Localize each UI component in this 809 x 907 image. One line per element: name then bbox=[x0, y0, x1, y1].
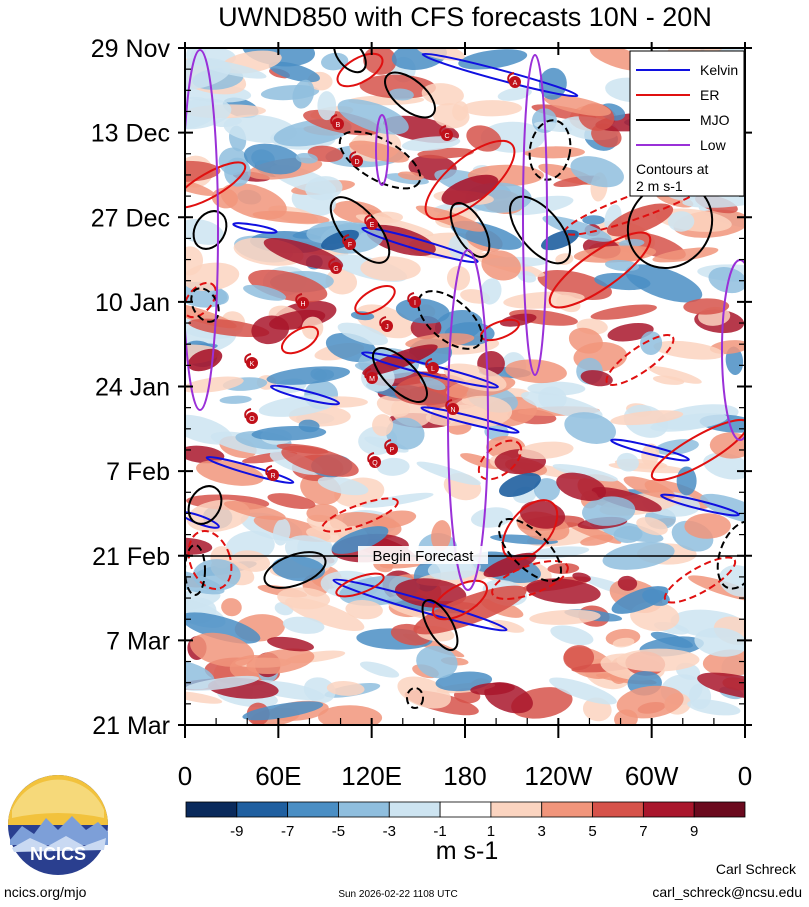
footer-author: Carl Schreck bbox=[716, 861, 797, 877]
begin-forecast-label: Begin Forecast bbox=[373, 548, 475, 565]
y-tick-label: 24 Jan bbox=[95, 374, 170, 402]
y-axis: 29 Nov 13 Dec 27 Dec 10 Jan 24 Jan 7 Feb 21 Fe… bbox=[91, 35, 752, 740]
y-tick-label: 7 Mar bbox=[106, 627, 170, 655]
storm-marker: F bbox=[342, 234, 356, 250]
colorbar-label: -5 bbox=[332, 823, 345, 840]
svg-text:R: R bbox=[270, 473, 275, 480]
svg-text:G: G bbox=[333, 266, 338, 273]
colorbar-swatch bbox=[439, 801, 492, 818]
colorbar-swatch bbox=[541, 801, 593, 818]
storm-marker: C bbox=[439, 125, 453, 141]
colorbar-swatch bbox=[490, 801, 543, 818]
logo-text: NCICS bbox=[30, 844, 86, 864]
colorbar-swatch bbox=[236, 801, 289, 818]
y-tick-label: 13 Dec bbox=[91, 120, 170, 148]
colorbar-label: 9 bbox=[690, 823, 698, 840]
y-tick-label: 21 Mar bbox=[92, 712, 170, 740]
svg-text:Q: Q bbox=[372, 460, 378, 467]
colorbar-label: -7 bbox=[281, 823, 294, 840]
colorbar-swatch bbox=[592, 801, 644, 818]
colorbar-label: -3 bbox=[383, 823, 396, 840]
x-tick-label: 180 bbox=[443, 761, 486, 791]
storm-marker: B bbox=[330, 114, 344, 130]
colorbar-swatch bbox=[338, 801, 390, 818]
storm-marker: M bbox=[364, 368, 378, 384]
svg-text:J: J bbox=[385, 324, 389, 331]
colorbar-label: -1 bbox=[433, 823, 446, 840]
footer-timestamp: Sun 2026-02-22 1108 UTC bbox=[338, 889, 457, 900]
storm-marker: O bbox=[244, 408, 258, 424]
colorbar-label: 5 bbox=[588, 823, 596, 840]
x-axis: 0 60E 120E 180 120W 60W 0 bbox=[178, 42, 752, 791]
storm-marker: N bbox=[445, 399, 459, 415]
svg-text:C: C bbox=[444, 133, 449, 140]
colorbar-label: 3 bbox=[538, 823, 546, 840]
colorbar: -9 -7 -5 -3 -1 1 3 5 7 9 bbox=[185, 801, 746, 840]
svg-text:A: A bbox=[513, 80, 518, 87]
svg-text:L: L bbox=[431, 366, 435, 373]
footer-email[interactable]: carl_schreck@ncsu.edu bbox=[652, 884, 802, 900]
units-label: m s-1 bbox=[436, 837, 499, 865]
svg-text:E: E bbox=[370, 222, 375, 229]
colorbar-swatch bbox=[693, 801, 746, 818]
y-tick-label: 10 Jan bbox=[95, 289, 170, 317]
storm-marker: H bbox=[295, 293, 309, 309]
colorbar-swatch bbox=[642, 801, 695, 818]
storm-marker: D bbox=[349, 151, 363, 167]
storm-marker: K bbox=[244, 353, 258, 369]
storm-marker: E bbox=[364, 214, 378, 230]
x-tick-label: 120E bbox=[341, 761, 402, 791]
x-tick-label: 0 bbox=[178, 761, 192, 791]
storm-marker: Q bbox=[367, 452, 381, 468]
svg-text:F: F bbox=[348, 242, 352, 249]
colorbar-swatch bbox=[185, 801, 238, 818]
svg-text:N: N bbox=[450, 407, 455, 414]
svg-text:M: M bbox=[369, 376, 375, 383]
y-tick-label: 21 Feb bbox=[92, 543, 170, 571]
x-tick-label: 120W bbox=[524, 761, 592, 791]
storm-marker: G bbox=[328, 258, 342, 274]
footer-url[interactable]: ncics.org/mjo bbox=[4, 884, 87, 900]
x-tick-label: 60E bbox=[255, 761, 301, 791]
svg-text:H: H bbox=[300, 301, 305, 308]
colorbar-label: -9 bbox=[230, 823, 243, 840]
y-tick-label: 29 Nov bbox=[91, 35, 171, 63]
storm-markers: A B C D E F G H I J K L M N O P Q R bbox=[244, 72, 521, 481]
storm-marker: R bbox=[265, 465, 279, 481]
legend-note: Contours at 2 m s-1 bbox=[636, 161, 712, 194]
colorbar-label: 1 bbox=[487, 823, 495, 840]
svg-text:P: P bbox=[390, 447, 395, 454]
storm-marker: J bbox=[379, 316, 393, 332]
svg-text:K: K bbox=[250, 361, 255, 368]
colorbar-label: 7 bbox=[639, 823, 647, 840]
legend-mjo: MJO bbox=[700, 112, 730, 128]
storm-marker: P bbox=[384, 439, 398, 455]
legend-kelvin: Kelvin bbox=[700, 62, 738, 78]
svg-text:O: O bbox=[249, 416, 255, 423]
x-tick-label: 60W bbox=[625, 761, 679, 791]
ncics-logo: NCICS bbox=[8, 775, 108, 875]
chart-title: UWND850 with CFS forecasts 10N - 20N bbox=[218, 2, 712, 32]
x-tick-label: 0 bbox=[738, 761, 752, 791]
legend-er: ER bbox=[700, 87, 719, 103]
storm-marker: I bbox=[407, 292, 421, 308]
y-tick-label: 7 Feb bbox=[106, 458, 170, 486]
svg-text:I: I bbox=[414, 300, 416, 307]
legend: Kelvin ER MJO Low Contours at 2 m s-1 bbox=[629, 50, 745, 197]
svg-text:D: D bbox=[354, 159, 359, 166]
storm-marker: A bbox=[507, 72, 521, 88]
legend-low: Low bbox=[700, 137, 727, 153]
colorbar-swatch bbox=[388, 801, 441, 818]
y-tick-label: 27 Dec bbox=[91, 204, 170, 232]
colorbar-swatch bbox=[287, 801, 339, 818]
storm-marker: L bbox=[425, 358, 439, 374]
svg-text:B: B bbox=[336, 122, 341, 129]
